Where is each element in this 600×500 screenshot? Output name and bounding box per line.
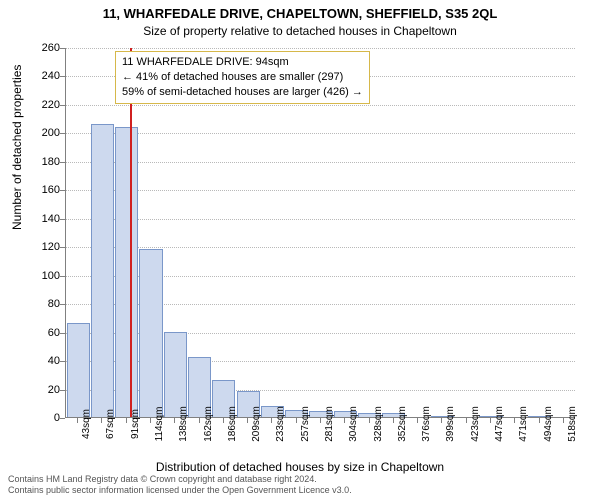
y-tick-mark: [60, 276, 65, 277]
y-tick-mark: [60, 304, 65, 305]
x-tick-label: 376sqm: [421, 406, 432, 442]
x-tick-mark: [126, 418, 127, 423]
y-tick-label: 60: [30, 327, 60, 339]
x-tick-label: 447sqm: [494, 406, 505, 442]
y-tick-label: 180: [30, 156, 60, 168]
y-tick-label: 140: [30, 213, 60, 225]
y-tick-mark: [60, 418, 65, 419]
x-tick-label: 43sqm: [81, 409, 92, 439]
footer-text: Contains HM Land Registry data © Crown c…: [8, 474, 352, 496]
chart-container: 11, WHARFEDALE DRIVE, CHAPELTOWN, SHEFFI…: [0, 0, 600, 500]
x-tick-label: 114sqm: [154, 407, 165, 442]
x-tick-mark: [417, 418, 418, 423]
y-tick-label: 220: [30, 99, 60, 111]
x-tick-label: 281sqm: [324, 406, 335, 442]
annotation-line3: 59% of semi-detached houses are larger (…: [122, 85, 363, 100]
y-tick-mark: [60, 219, 65, 220]
y-tick-label: 240: [30, 70, 60, 82]
histogram-bar: [139, 249, 162, 417]
chart-subtitle: Size of property relative to detached ho…: [0, 24, 600, 38]
x-tick-mark: [101, 418, 102, 423]
x-tick-label: 257sqm: [300, 406, 311, 442]
x-tick-mark: [441, 418, 442, 423]
gridline: [66, 133, 575, 134]
x-tick-mark: [369, 418, 370, 423]
x-tick-label: 138sqm: [178, 406, 189, 442]
histogram-bar: [115, 127, 138, 417]
x-tick-mark: [296, 418, 297, 423]
x-tick-mark: [77, 418, 78, 423]
y-tick-mark: [60, 190, 65, 191]
y-tick-label: 40: [30, 355, 60, 367]
x-tick-mark: [514, 418, 515, 423]
y-tick-label: 120: [30, 241, 60, 253]
x-tick-label: 67sqm: [105, 409, 116, 439]
x-tick-mark: [344, 418, 345, 423]
y-tick-mark: [60, 247, 65, 248]
y-tick-mark: [60, 105, 65, 106]
x-tick-mark: [174, 418, 175, 423]
x-tick-mark: [247, 418, 248, 423]
gridline: [66, 48, 575, 49]
x-tick-label: 209sqm: [251, 406, 262, 442]
gridline: [66, 190, 575, 191]
y-tick-mark: [60, 162, 65, 163]
x-tick-mark: [563, 418, 564, 423]
x-tick-mark: [223, 418, 224, 423]
x-axis-label: Distribution of detached houses by size …: [0, 460, 600, 474]
gridline: [66, 105, 575, 106]
x-tick-label: 186sqm: [227, 406, 238, 442]
x-tick-mark: [271, 418, 272, 423]
x-tick-label: 91sqm: [130, 409, 141, 439]
x-tick-label: 162sqm: [203, 406, 214, 442]
gridline: [66, 247, 575, 248]
y-axis-label: Number of detached properties: [10, 65, 24, 230]
y-tick-mark: [60, 133, 65, 134]
chart-title: 11, WHARFEDALE DRIVE, CHAPELTOWN, SHEFFI…: [0, 6, 600, 21]
gridline: [66, 219, 575, 220]
annotation-line1: 11 WHARFEDALE DRIVE: 94sqm: [122, 55, 363, 70]
footer-line2: Contains public sector information licen…: [8, 485, 352, 496]
x-tick-label: 518sqm: [567, 406, 578, 442]
x-tick-label: 328sqm: [373, 406, 384, 442]
y-tick-mark: [60, 390, 65, 391]
y-tick-label: 0: [30, 412, 60, 424]
x-tick-label: 352sqm: [397, 406, 408, 442]
x-tick-label: 423sqm: [470, 406, 481, 442]
x-tick-label: 399sqm: [445, 406, 456, 442]
y-tick-label: 20: [30, 384, 60, 396]
y-tick-mark: [60, 333, 65, 334]
histogram-bar: [67, 323, 90, 417]
histogram-bar: [164, 332, 187, 417]
y-tick-label: 160: [30, 184, 60, 196]
y-tick-mark: [60, 48, 65, 49]
x-tick-mark: [393, 418, 394, 423]
x-tick-label: 471sqm: [518, 406, 529, 442]
y-tick-label: 200: [30, 127, 60, 139]
annotation-line2: ← 41% of detached houses are smaller (29…: [122, 70, 363, 85]
x-tick-mark: [466, 418, 467, 423]
x-tick-mark: [320, 418, 321, 423]
x-tick-mark: [150, 418, 151, 423]
annotation-box: 11 WHARFEDALE DRIVE: 94sqm ← 41% of deta…: [115, 51, 370, 104]
x-tick-label: 304sqm: [348, 406, 359, 442]
x-tick-label: 494sqm: [543, 406, 554, 442]
y-tick-mark: [60, 76, 65, 77]
x-tick-mark: [539, 418, 540, 423]
y-tick-label: 80: [30, 298, 60, 310]
y-tick-label: 100: [30, 270, 60, 282]
footer-line1: Contains HM Land Registry data © Crown c…: [8, 474, 352, 485]
x-tick-label: 233sqm: [275, 406, 286, 442]
gridline: [66, 162, 575, 163]
y-tick-label: 260: [30, 42, 60, 54]
y-tick-mark: [60, 361, 65, 362]
x-tick-mark: [199, 418, 200, 423]
x-tick-mark: [490, 418, 491, 423]
histogram-bar: [91, 124, 114, 417]
